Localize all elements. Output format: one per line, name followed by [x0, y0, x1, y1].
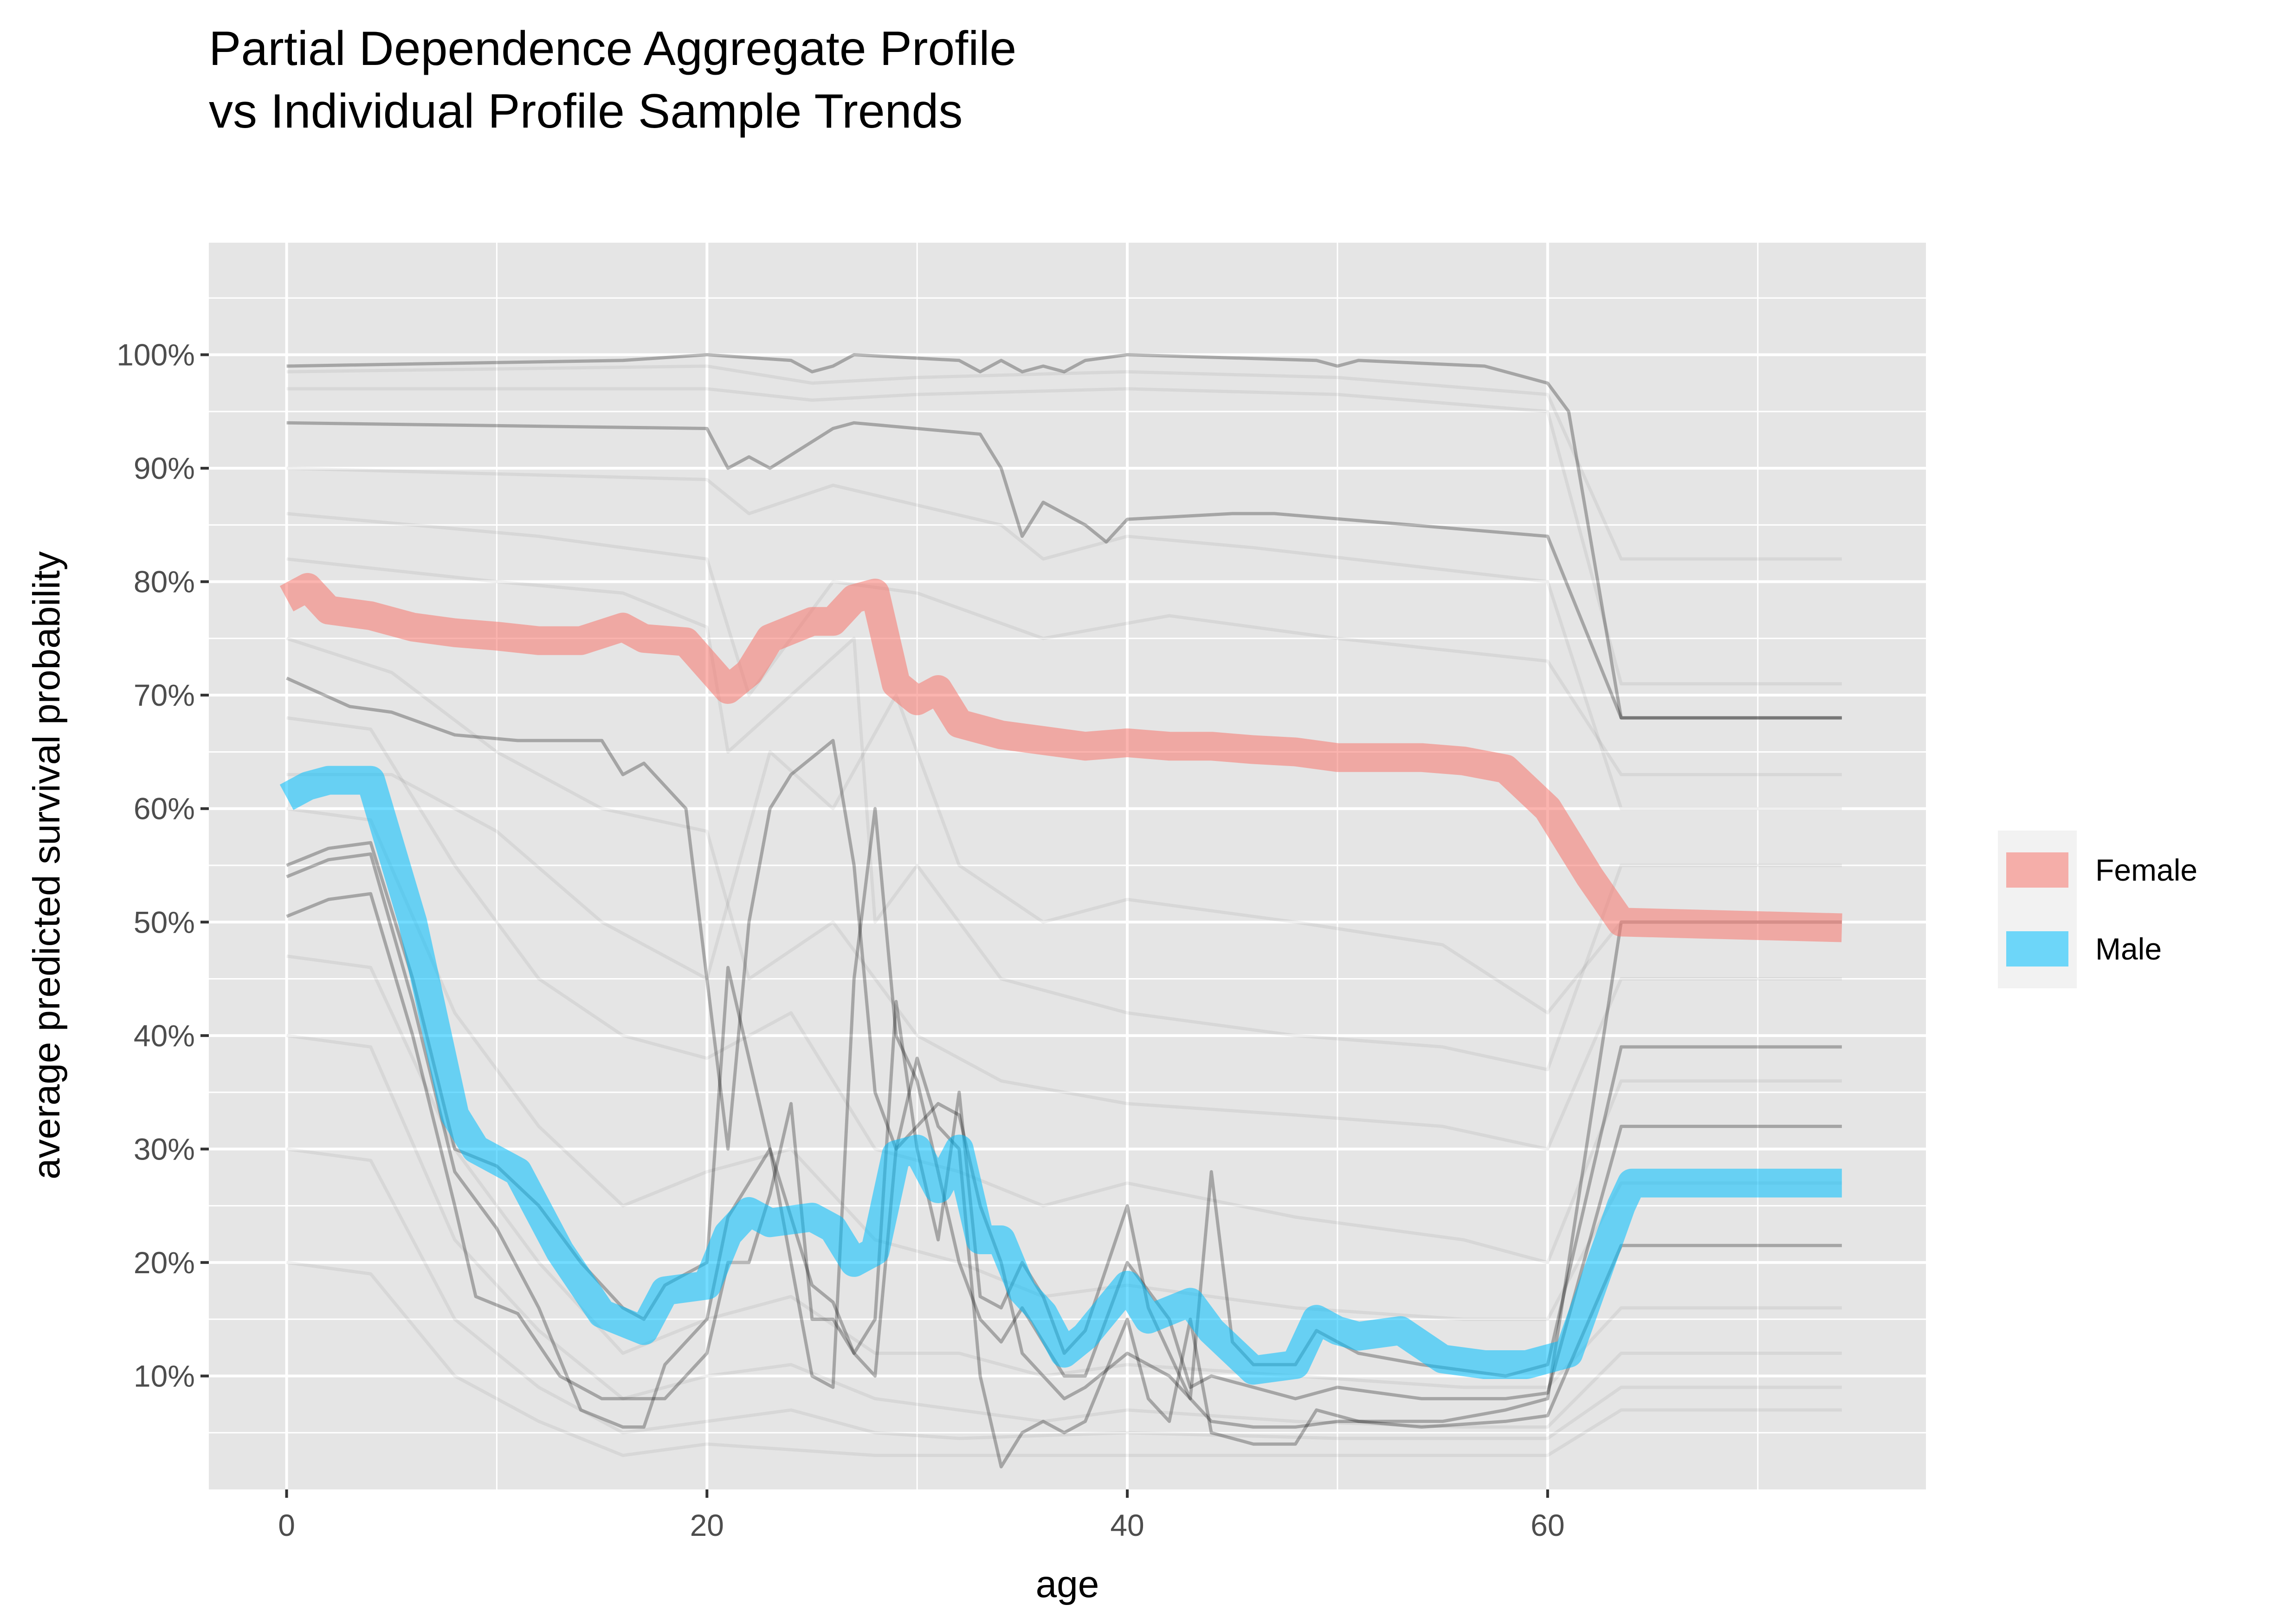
individual-profile-line-faint	[286, 387, 1842, 686]
individual-profile-lines-faint	[286, 364, 1842, 1457]
individual-profile-line-faint	[286, 364, 1842, 561]
y-axis-title: average predicted survival probability	[26, 551, 68, 1179]
x-axis-title: age	[1036, 1563, 1099, 1605]
y-tick-label: 60%	[134, 792, 195, 826]
y-tick-label: 70%	[134, 678, 195, 712]
x-tick-label: 20	[690, 1508, 724, 1542]
x-tick-label: 0	[278, 1508, 295, 1542]
individual-profile-line	[286, 353, 1842, 720]
individual-profile-line	[286, 807, 1842, 1429]
chart-title-line-1: Partial Dependence Aggregate Profile	[209, 22, 1016, 76]
legend-key-male	[2006, 931, 2068, 967]
legend-label-female: Female	[2095, 853, 2197, 887]
individual-profile-line	[286, 677, 1842, 1429]
y-tick-label: 10%	[134, 1359, 195, 1393]
individual-profile-line-faint	[286, 1147, 1842, 1440]
x-tick-label: 40	[1110, 1508, 1144, 1542]
y-tick-label: 50%	[134, 905, 195, 939]
series-line-male	[279, 766, 1842, 1385]
individual-profile-line-faint	[286, 512, 1842, 776]
individual-profile-line-faint	[286, 637, 1842, 1151]
individual-profile-line-faint	[286, 807, 1842, 1321]
y-tick-label: 30%	[134, 1132, 195, 1166]
y-tick-label: 100%	[116, 338, 195, 372]
grid-lines	[209, 240, 1926, 1489]
legend: Female Male	[1998, 831, 2197, 988]
individual-profile-line-faint	[286, 466, 1842, 811]
individual-profile-line-faint	[286, 954, 1842, 1389]
individual-profile-line-faint	[286, 1261, 1842, 1457]
individual-profile-line-faint	[286, 557, 1842, 1071]
y-tick-label: 80%	[134, 565, 195, 599]
individual-profile-line-faint	[286, 693, 1842, 1015]
x-axis-ticks: 0 20 40 60	[278, 1489, 1565, 1542]
y-axis-ticks: 10% 20% 30% 40% 50% 60% 70% 80% 90% 100%	[116, 338, 209, 1393]
series-line-female	[279, 573, 1842, 942]
x-tick-label: 60	[1531, 1508, 1564, 1542]
y-tick-label: 40%	[134, 1018, 195, 1053]
legend-key-female	[2006, 852, 2068, 888]
aggregate-profile-lines	[279, 573, 1842, 1385]
y-tick-label: 20%	[134, 1245, 195, 1280]
legend-label-male: Male	[2095, 932, 2162, 966]
individual-profile-line-faint	[286, 1034, 1842, 1429]
individual-profile-line	[286, 421, 1842, 720]
individual-profile-line	[286, 892, 1842, 1469]
chart-title-line-2: vs Individual Profile Sample Trends	[209, 84, 963, 138]
y-tick-label: 90%	[134, 451, 195, 485]
